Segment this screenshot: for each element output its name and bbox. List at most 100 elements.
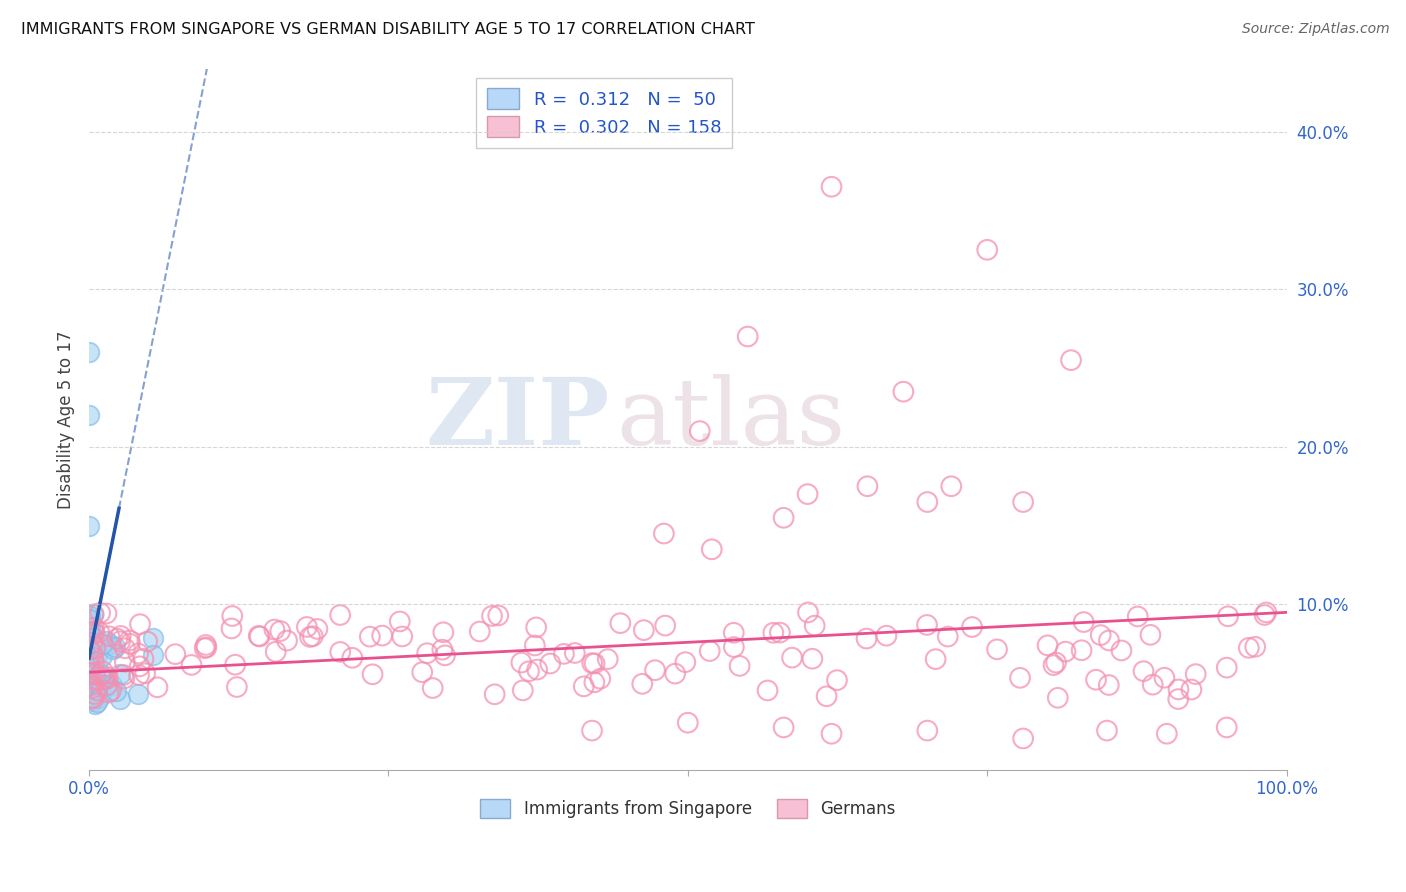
Point bbox=[96, 607, 118, 621]
Point bbox=[84, 640, 107, 655]
Point bbox=[221, 609, 243, 624]
Point bbox=[276, 633, 298, 648]
Point bbox=[112, 668, 135, 682]
Point bbox=[249, 630, 271, 644]
Point bbox=[855, 632, 877, 646]
Point bbox=[98, 637, 121, 651]
Point bbox=[101, 678, 124, 692]
Point bbox=[1139, 628, 1161, 642]
Legend: Immigrants from Singapore, Germans: Immigrants from Singapore, Germans bbox=[474, 792, 903, 825]
Point bbox=[723, 625, 745, 640]
Point bbox=[1060, 353, 1083, 368]
Point bbox=[128, 668, 150, 682]
Point bbox=[77, 518, 100, 533]
Point bbox=[915, 618, 938, 632]
Point bbox=[1098, 678, 1121, 692]
Point bbox=[723, 640, 745, 654]
Point bbox=[94, 680, 117, 694]
Point bbox=[801, 651, 824, 665]
Point bbox=[80, 681, 103, 696]
Point bbox=[83, 697, 105, 711]
Y-axis label: Disability Age 5 to 17: Disability Age 5 to 17 bbox=[58, 330, 75, 508]
Point bbox=[523, 639, 546, 653]
Point bbox=[986, 642, 1008, 657]
Point bbox=[97, 685, 120, 699]
Point bbox=[263, 623, 285, 637]
Point bbox=[118, 637, 141, 651]
Point bbox=[77, 662, 100, 676]
Point bbox=[416, 646, 439, 660]
Point bbox=[77, 345, 100, 359]
Point bbox=[524, 620, 547, 634]
Point bbox=[87, 677, 110, 691]
Point bbox=[80, 635, 103, 649]
Point bbox=[432, 642, 454, 657]
Point bbox=[924, 652, 946, 666]
Point bbox=[77, 648, 100, 663]
Point bbox=[1256, 606, 1278, 620]
Point bbox=[728, 659, 751, 673]
Point bbox=[371, 629, 394, 643]
Point bbox=[796, 487, 818, 501]
Point bbox=[247, 629, 270, 643]
Point bbox=[79, 619, 101, 633]
Point bbox=[97, 638, 120, 652]
Point bbox=[77, 655, 100, 669]
Point bbox=[1042, 658, 1064, 673]
Point bbox=[1085, 673, 1108, 687]
Point bbox=[128, 659, 150, 673]
Point bbox=[422, 681, 444, 695]
Point bbox=[572, 679, 595, 693]
Point bbox=[342, 650, 364, 665]
Point bbox=[526, 663, 548, 677]
Point bbox=[264, 645, 287, 659]
Point bbox=[936, 630, 959, 644]
Point bbox=[596, 652, 619, 666]
Point bbox=[96, 672, 118, 686]
Point bbox=[644, 663, 666, 677]
Point bbox=[82, 607, 104, 622]
Point bbox=[129, 617, 152, 632]
Point bbox=[77, 659, 100, 673]
Point bbox=[780, 650, 803, 665]
Point bbox=[468, 624, 491, 639]
Point bbox=[83, 691, 105, 706]
Point bbox=[79, 609, 101, 624]
Point bbox=[631, 677, 654, 691]
Point bbox=[194, 638, 217, 652]
Point bbox=[108, 691, 131, 706]
Point bbox=[118, 633, 141, 648]
Point bbox=[82, 650, 104, 665]
Point bbox=[875, 629, 897, 643]
Point bbox=[77, 666, 100, 681]
Point bbox=[96, 678, 118, 692]
Point bbox=[142, 648, 165, 662]
Point bbox=[82, 657, 104, 671]
Point bbox=[689, 424, 711, 438]
Point bbox=[652, 526, 675, 541]
Point bbox=[769, 625, 792, 640]
Point bbox=[797, 606, 820, 620]
Point bbox=[329, 645, 352, 659]
Point bbox=[87, 691, 110, 706]
Point bbox=[486, 608, 509, 623]
Point bbox=[1046, 690, 1069, 705]
Point bbox=[79, 643, 101, 657]
Point bbox=[1073, 615, 1095, 629]
Point bbox=[77, 617, 100, 632]
Point bbox=[917, 495, 939, 509]
Point bbox=[91, 637, 114, 651]
Point bbox=[583, 675, 606, 690]
Point bbox=[1153, 671, 1175, 685]
Point bbox=[142, 631, 165, 645]
Point bbox=[80, 679, 103, 693]
Point bbox=[83, 621, 105, 635]
Point bbox=[79, 612, 101, 626]
Point bbox=[104, 683, 127, 698]
Point bbox=[553, 647, 575, 661]
Point bbox=[1098, 633, 1121, 648]
Point bbox=[803, 618, 825, 632]
Point bbox=[77, 637, 100, 651]
Point bbox=[581, 723, 603, 738]
Point bbox=[583, 657, 606, 671]
